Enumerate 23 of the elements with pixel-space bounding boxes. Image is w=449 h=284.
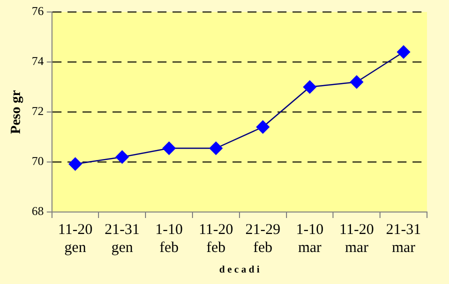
- point: [256, 120, 270, 134]
- y-tick-label: 74: [32, 54, 44, 68]
- point: [116, 150, 129, 164]
- x-tick-label: 21-29 feb: [245, 222, 280, 256]
- point: [162, 142, 176, 155]
- point: [68, 157, 82, 171]
- y-tick-label: 72: [32, 104, 44, 118]
- x-tick-label: 11-20 gen: [58, 222, 92, 256]
- x-axis-title: d e c a d i: [219, 264, 260, 276]
- y-tick-label: 70: [32, 154, 44, 168]
- y-axis-title: Peso gr: [9, 90, 24, 134]
- x-tick-label: 21-31 mar: [386, 222, 422, 256]
- x-tick-label: 21-31 gen: [104, 222, 140, 256]
- x-tick-label: 1-10 mar: [296, 222, 324, 256]
- point: [350, 75, 364, 89]
- point: [303, 80, 316, 94]
- x-tick-label: 11-20 mar: [339, 222, 374, 256]
- x-tick-label: 11-20 feb: [198, 222, 234, 256]
- x-tick-label: 1-10 feb: [155, 222, 183, 256]
- y-tick-label: 76: [32, 4, 44, 18]
- point: [396, 45, 410, 59]
- y-tick-label: 68: [32, 204, 44, 218]
- point: [209, 142, 223, 155]
